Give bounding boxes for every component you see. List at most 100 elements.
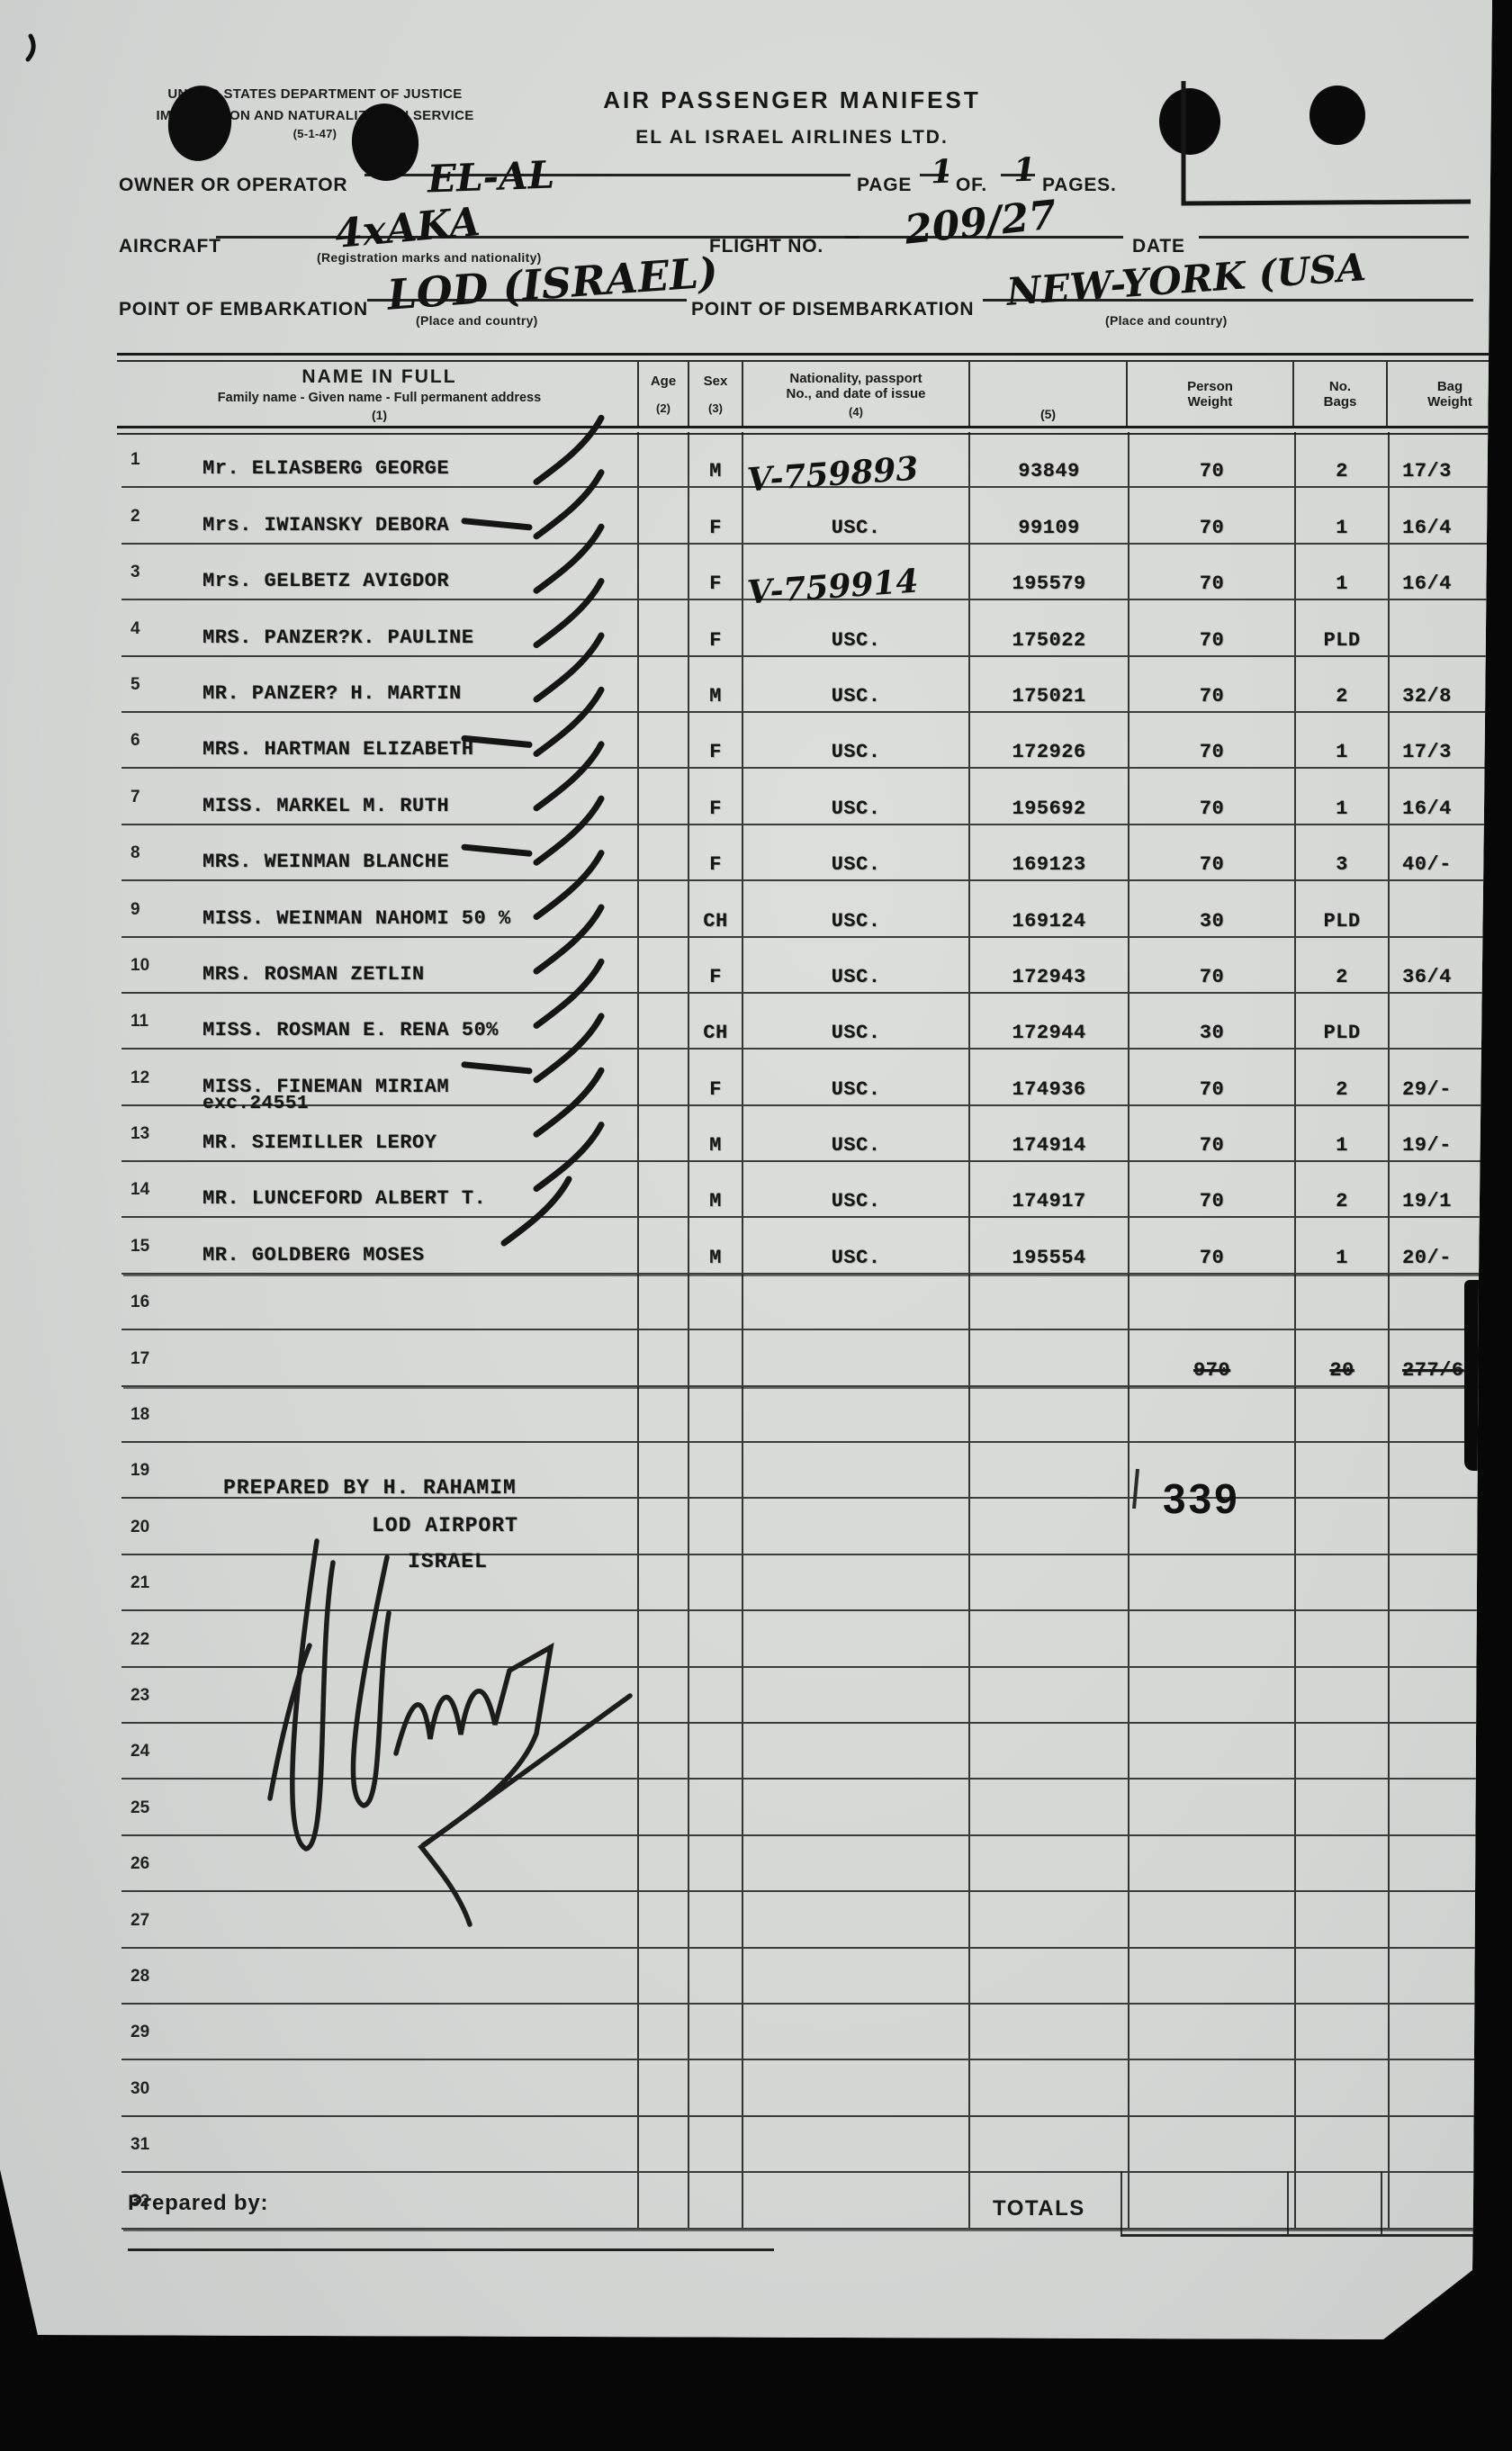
name-cell: 22	[122, 1611, 637, 1665]
no-bags-value: 1	[1336, 797, 1348, 820]
sex-cell	[688, 1554, 742, 1610]
bag-weight-value: 29/-	[1402, 1077, 1452, 1101]
pages-count-line	[1001, 174, 1035, 176]
name-cell: 4 MRS. PANZER?K. PAULINE	[122, 600, 637, 654]
document-number-cell: 172944	[968, 993, 1128, 1049]
header-nationality-title: Nationality, passport No., and date of i…	[786, 370, 926, 401]
passenger-name: MISS. WEINMAN NAHOMI 50 %	[202, 906, 511, 930]
nationality-value: USC.	[831, 1246, 881, 1269]
nationality-cell	[742, 1835, 968, 1891]
document-number-value: 99109	[1018, 516, 1080, 539]
table-top-rule	[117, 353, 1492, 362]
table-row: 5 MR. PANZER? H. MARTIN M USC. 175021 70 2 32/8	[122, 656, 1492, 713]
table-row: 1 Mr. ELIASBERG GEORGE M V-759893 93849 70 2 17…	[122, 432, 1492, 500]
person-weight-cell: 70	[1128, 600, 1294, 655]
age-cell	[637, 1554, 688, 1610]
sex-cell	[688, 1723, 742, 1779]
person-weight-cell: 70	[1128, 432, 1294, 487]
nationality-cell	[742, 1386, 968, 1442]
document-number-value: 195554	[1012, 1246, 1086, 1269]
bag-weight-value: 16/4	[1402, 797, 1452, 820]
totals-person-weight-cell	[1120, 2172, 1287, 2234]
bag-weight-cell	[1388, 1835, 1492, 1891]
document-number-cell: 175021	[968, 656, 1128, 711]
bag-weight-value: 19/1	[1402, 1190, 1452, 1213]
person-weight-cell: 70	[1128, 769, 1294, 824]
document-number-value: 172944	[1012, 1022, 1086, 1045]
flight-no-line	[844, 236, 1123, 239]
row-number: 14	[130, 1180, 150, 1200]
header-sex-num: (3)	[708, 401, 723, 415]
header-name-title: NAME IN FULL	[302, 366, 457, 387]
name-cell: 14 MR. LUNCEFORD ALBERT T.	[122, 1162, 637, 1216]
bag-weight-value: 20/-	[1402, 1246, 1452, 1269]
no-bags-cell	[1294, 2173, 1388, 2228]
document-number-cell	[968, 1443, 1128, 1498]
row-number: 10	[130, 955, 150, 975]
table-row: 3 Mrs. GELBETZ AVIGDOR F V-759914 195579 70 1 1…	[122, 544, 1492, 612]
name-cell: 1 Mr. ELIASBERG GEORGE	[122, 432, 637, 486]
sex-cell	[688, 1499, 742, 1554]
row-number: 1	[130, 450, 140, 470]
sex-value: M	[709, 1134, 722, 1158]
document-number-cell	[968, 2060, 1128, 2115]
passenger-name: Mrs. IWIANSKY DEBORA	[202, 513, 450, 536]
no-bags-cell: 1	[1294, 1218, 1388, 1273]
disembarkation-label: POINT OF DISEMBARKATION	[691, 299, 975, 320]
age-cell	[637, 1667, 688, 1722]
name-cell: 7 MISS. MARKEL M. RUTH	[122, 769, 637, 823]
name-cell: 17	[122, 1330, 637, 1384]
bag-weight-value: 36/4	[1402, 965, 1452, 988]
sex-cell: CH	[688, 881, 742, 936]
sex-cell: F	[688, 600, 742, 655]
nationality-cell: USC.	[742, 488, 968, 543]
table-row: 2 Mrs. IWIANSKY DEBORA F USC. 99109 70 1 16/4	[122, 488, 1492, 545]
table-row: 21	[122, 1554, 1492, 1612]
nationality-cell: USC.	[742, 937, 968, 992]
passenger-name: Mr. ELIASBERG GEORGE	[202, 457, 450, 481]
sex-cell: F	[688, 769, 742, 824]
person-weight-cell: 70	[1128, 937, 1294, 992]
row-number: 18	[130, 1405, 150, 1425]
bag-weight-cell	[1388, 1554, 1492, 1610]
sex-cell: F	[688, 544, 742, 599]
no-bags-cell: 2	[1294, 1162, 1388, 1217]
age-cell	[637, 2116, 688, 2172]
no-bags-cell: 20	[1294, 1330, 1388, 1385]
header-sex-title: Sex	[703, 374, 728, 389]
bag-weight-cell	[1388, 2116, 1492, 2172]
no-bags-cell	[1294, 1611, 1388, 1666]
table-row: 24	[122, 1723, 1492, 1780]
no-bags-cell	[1294, 1780, 1388, 1834]
document-number-cell: 93849	[968, 432, 1128, 487]
passenger-name: MISS. MARKEL M. RUTH	[202, 794, 450, 817]
row-number: 24	[130, 1742, 150, 1762]
bag-weight-cell: 17/3	[1388, 712, 1492, 768]
row-number: 2	[130, 506, 140, 526]
person-weight-cell	[1128, 1835, 1294, 1891]
nationality-cell	[742, 1780, 968, 1834]
name-cell: 5 MR. PANZER? H. MARTIN	[122, 657, 637, 711]
sex-cell	[688, 1443, 742, 1498]
page-label: PAGE	[857, 175, 913, 195]
table-row: 11 MISS. ROSMAN E. RENA 50% CH USC. 172944 30…	[122, 993, 1492, 1050]
sex-cell: F	[688, 825, 742, 880]
page-subtitle: EL AL ISRAEL AIRLINES LTD.	[635, 127, 949, 148]
document-number-cell	[968, 1611, 1128, 1666]
prepared-by-label: Prepared by:	[128, 2191, 269, 2215]
age-cell	[637, 1386, 688, 1442]
pages-label: PAGES.	[1042, 175, 1117, 195]
row-number: 28	[130, 1966, 150, 1986]
document-number-cell	[968, 1723, 1128, 1779]
age-cell	[637, 1611, 688, 1666]
prepared-by-signature-line	[128, 2248, 774, 2251]
bag-weight-cell	[1388, 1723, 1492, 1779]
sex-cell	[688, 1667, 742, 1722]
header-bag-weight-title: Bag Weight	[1427, 379, 1472, 410]
person-weight-value: 70	[1199, 1246, 1225, 1269]
table-row: 12 MISS. FINEMAN MIRIAM F USC. 174936 70 2 29/-	[122, 1050, 1492, 1106]
person-weight-cell	[1128, 2004, 1294, 2059]
header-no-bags-column: No. Bags	[1292, 362, 1386, 427]
no-bags-cell	[1294, 1443, 1388, 1498]
nationality-value: USC.	[831, 965, 881, 988]
